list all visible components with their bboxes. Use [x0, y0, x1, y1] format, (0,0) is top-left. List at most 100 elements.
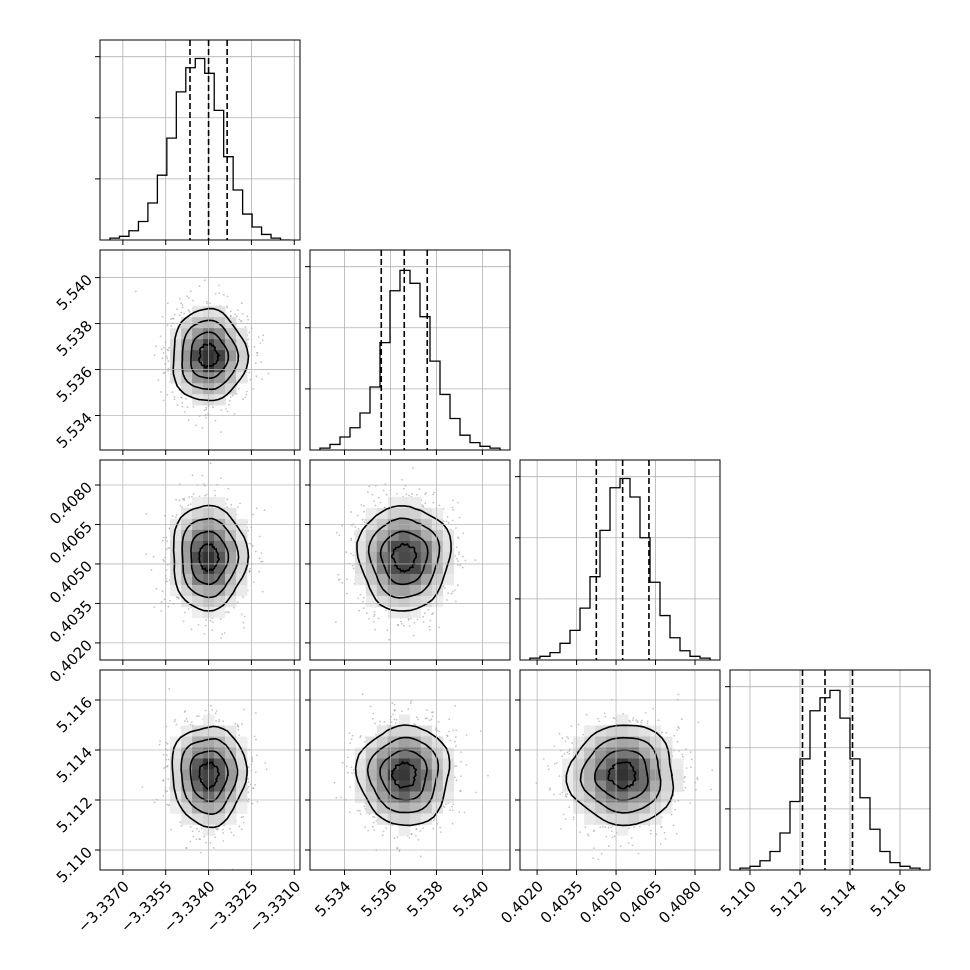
scatter-point	[223, 294, 225, 296]
scatter-point	[240, 320, 243, 323]
scatter-point	[649, 832, 652, 835]
scatter-point	[362, 600, 364, 603]
density-cell	[617, 824, 629, 836]
scatter-point	[258, 570, 261, 573]
density-cell	[354, 758, 367, 770]
scatter-point	[672, 824, 675, 827]
scatter-point	[632, 719, 634, 721]
scatter-point	[348, 732, 351, 734]
density-cell	[387, 758, 400, 770]
scatter-point	[455, 765, 457, 767]
density-cell	[672, 780, 684, 792]
density-cell	[387, 780, 400, 792]
scatter-point	[568, 748, 571, 750]
scatter-point	[721, 765, 723, 767]
density-cell	[365, 747, 378, 759]
scatter-point	[169, 599, 171, 602]
scatter-point	[359, 593, 362, 596]
scatter-point	[214, 836, 216, 839]
scatter-point	[245, 390, 248, 393]
scatter-point	[454, 740, 456, 743]
scatter-point	[367, 491, 369, 494]
scatter-point	[458, 551, 461, 554]
scatter-point	[371, 493, 374, 496]
scatter-point	[240, 302, 243, 305]
scatter-point	[678, 750, 680, 752]
scatter-point	[599, 826, 602, 828]
scatter-point	[180, 396, 183, 399]
density-cell	[181, 540, 193, 553]
density-cell	[584, 791, 596, 803]
scatter-point	[565, 796, 568, 798]
ytick-label-p4-2: 5.114	[53, 743, 96, 786]
density-cell	[236, 529, 248, 542]
density-cell	[387, 736, 400, 748]
density-cell	[672, 769, 684, 781]
scatter-point	[185, 717, 188, 720]
scatter-point	[181, 306, 184, 309]
density-cell	[431, 595, 444, 608]
scatter-point	[457, 536, 459, 539]
ytick-label-p3-0: 0.4020	[46, 636, 96, 686]
scatter-point	[190, 628, 193, 631]
scatter-point	[153, 354, 156, 356]
xtick-label-p3-4: 0.4080	[655, 877, 705, 927]
scatter-point	[455, 600, 457, 603]
scatter-point	[205, 619, 208, 621]
scatter-point	[356, 809, 359, 812]
density-cell	[420, 529, 433, 542]
scatter-point	[152, 555, 155, 558]
scatter-point	[209, 619, 212, 622]
density-cell	[192, 802, 204, 814]
density-cell	[420, 802, 433, 814]
scatter-point	[684, 786, 687, 789]
scatter-point	[183, 711, 186, 713]
density-cell	[431, 802, 444, 814]
density-cell	[409, 606, 422, 619]
scatter-point	[182, 620, 185, 623]
density-cell	[376, 791, 389, 803]
density-cell	[387, 496, 400, 509]
scatter-point	[448, 718, 451, 720]
scatter-point	[572, 816, 575, 818]
density-cell	[409, 496, 422, 509]
scatter-point	[412, 467, 414, 469]
density-cell	[387, 573, 400, 586]
scatter-point	[333, 781, 336, 784]
scatter-point	[201, 474, 204, 477]
scatter-point	[371, 825, 374, 828]
density-cell	[606, 725, 618, 737]
density-cell	[398, 736, 411, 748]
density-cell	[170, 736, 182, 748]
scatter-point	[602, 825, 604, 828]
density-cell	[376, 507, 389, 520]
scatter-point	[443, 528, 446, 530]
scatter-point	[674, 800, 676, 803]
density-cell	[181, 813, 193, 825]
density-cell	[431, 529, 444, 542]
scatter-point	[619, 845, 622, 847]
density-cell	[225, 813, 237, 825]
scatter-point	[567, 737, 570, 740]
scatter-point	[464, 559, 467, 562]
scatter-point	[237, 309, 239, 312]
scatter-point	[183, 497, 186, 500]
scatter-point	[564, 740, 567, 743]
density-cell	[214, 551, 226, 564]
scatter-point	[367, 829, 370, 832]
scatter-point	[377, 617, 380, 620]
scatter-panel-3-1-content	[145, 462, 266, 639]
scatter-point	[214, 494, 217, 497]
density-cell	[181, 529, 193, 542]
scatter-point	[396, 836, 399, 839]
density-cell	[225, 595, 237, 608]
density-cell	[192, 551, 204, 564]
scatter-point	[564, 793, 567, 796]
density-cell	[225, 725, 237, 737]
scatter-point	[232, 834, 235, 837]
ytick-label-p4-1: 5.112	[53, 793, 96, 836]
scatter-point	[629, 720, 631, 723]
scatter-point	[153, 801, 156, 804]
scatter-point	[448, 730, 450, 733]
